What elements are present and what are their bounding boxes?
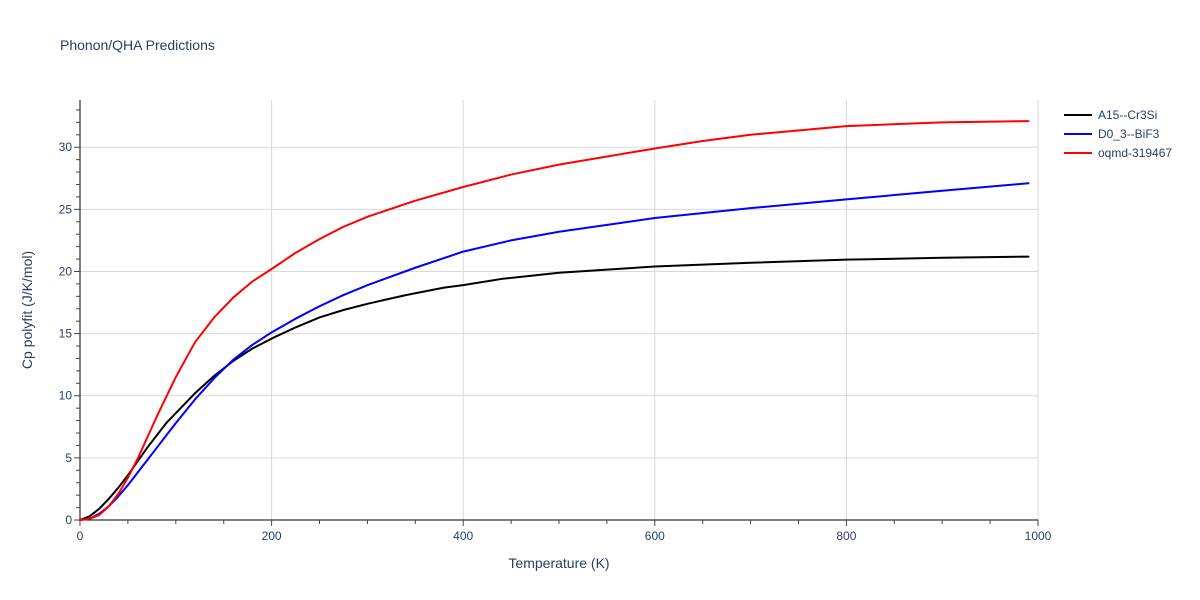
chart-title: Phonon/QHA Predictions [60, 37, 215, 53]
y-tick-label: 0 [65, 513, 72, 527]
x-tick-label: 400 [453, 529, 473, 543]
legend-label-1: A15--Cr3Si [1098, 108, 1157, 122]
x-axis-title: Temperature (K) [508, 555, 609, 571]
series-line-2 [79, 182, 1030, 521]
series-lines [79, 120, 1030, 521]
y-tick-label: 5 [65, 451, 72, 465]
series-line-1 [79, 255, 1030, 521]
x-tick-label: 200 [262, 529, 282, 543]
legend-label-2: D0_3--BiF3 [1098, 127, 1160, 141]
y-tick-label: 25 [59, 202, 73, 216]
y-tick-label: 30 [59, 140, 73, 154]
series-line-3 [79, 120, 1030, 521]
axes [74, 100, 1039, 526]
x-tick-label: 600 [645, 529, 665, 543]
x-tick-label: 0 [77, 529, 84, 543]
y-tick-label: 10 [59, 389, 73, 403]
y-tick-label: 20 [59, 264, 73, 278]
grid-lines [80, 100, 1039, 520]
x-tick-label: 1000 [1025, 529, 1052, 543]
legend-label-3: oqmd-319467 [1098, 146, 1172, 160]
x-tick-label: 800 [836, 529, 856, 543]
tick-labels: 0 200 400 600 800 1000 0 5 10 15 20 25 30 [59, 140, 1052, 543]
legend[interactable]: A15--Cr3Si D0_3--BiF3 oqmd-319467 [1064, 108, 1172, 160]
y-tick-label: 15 [59, 327, 73, 341]
y-axis-title: Cp polyfit (J/K/mol) [19, 251, 35, 369]
